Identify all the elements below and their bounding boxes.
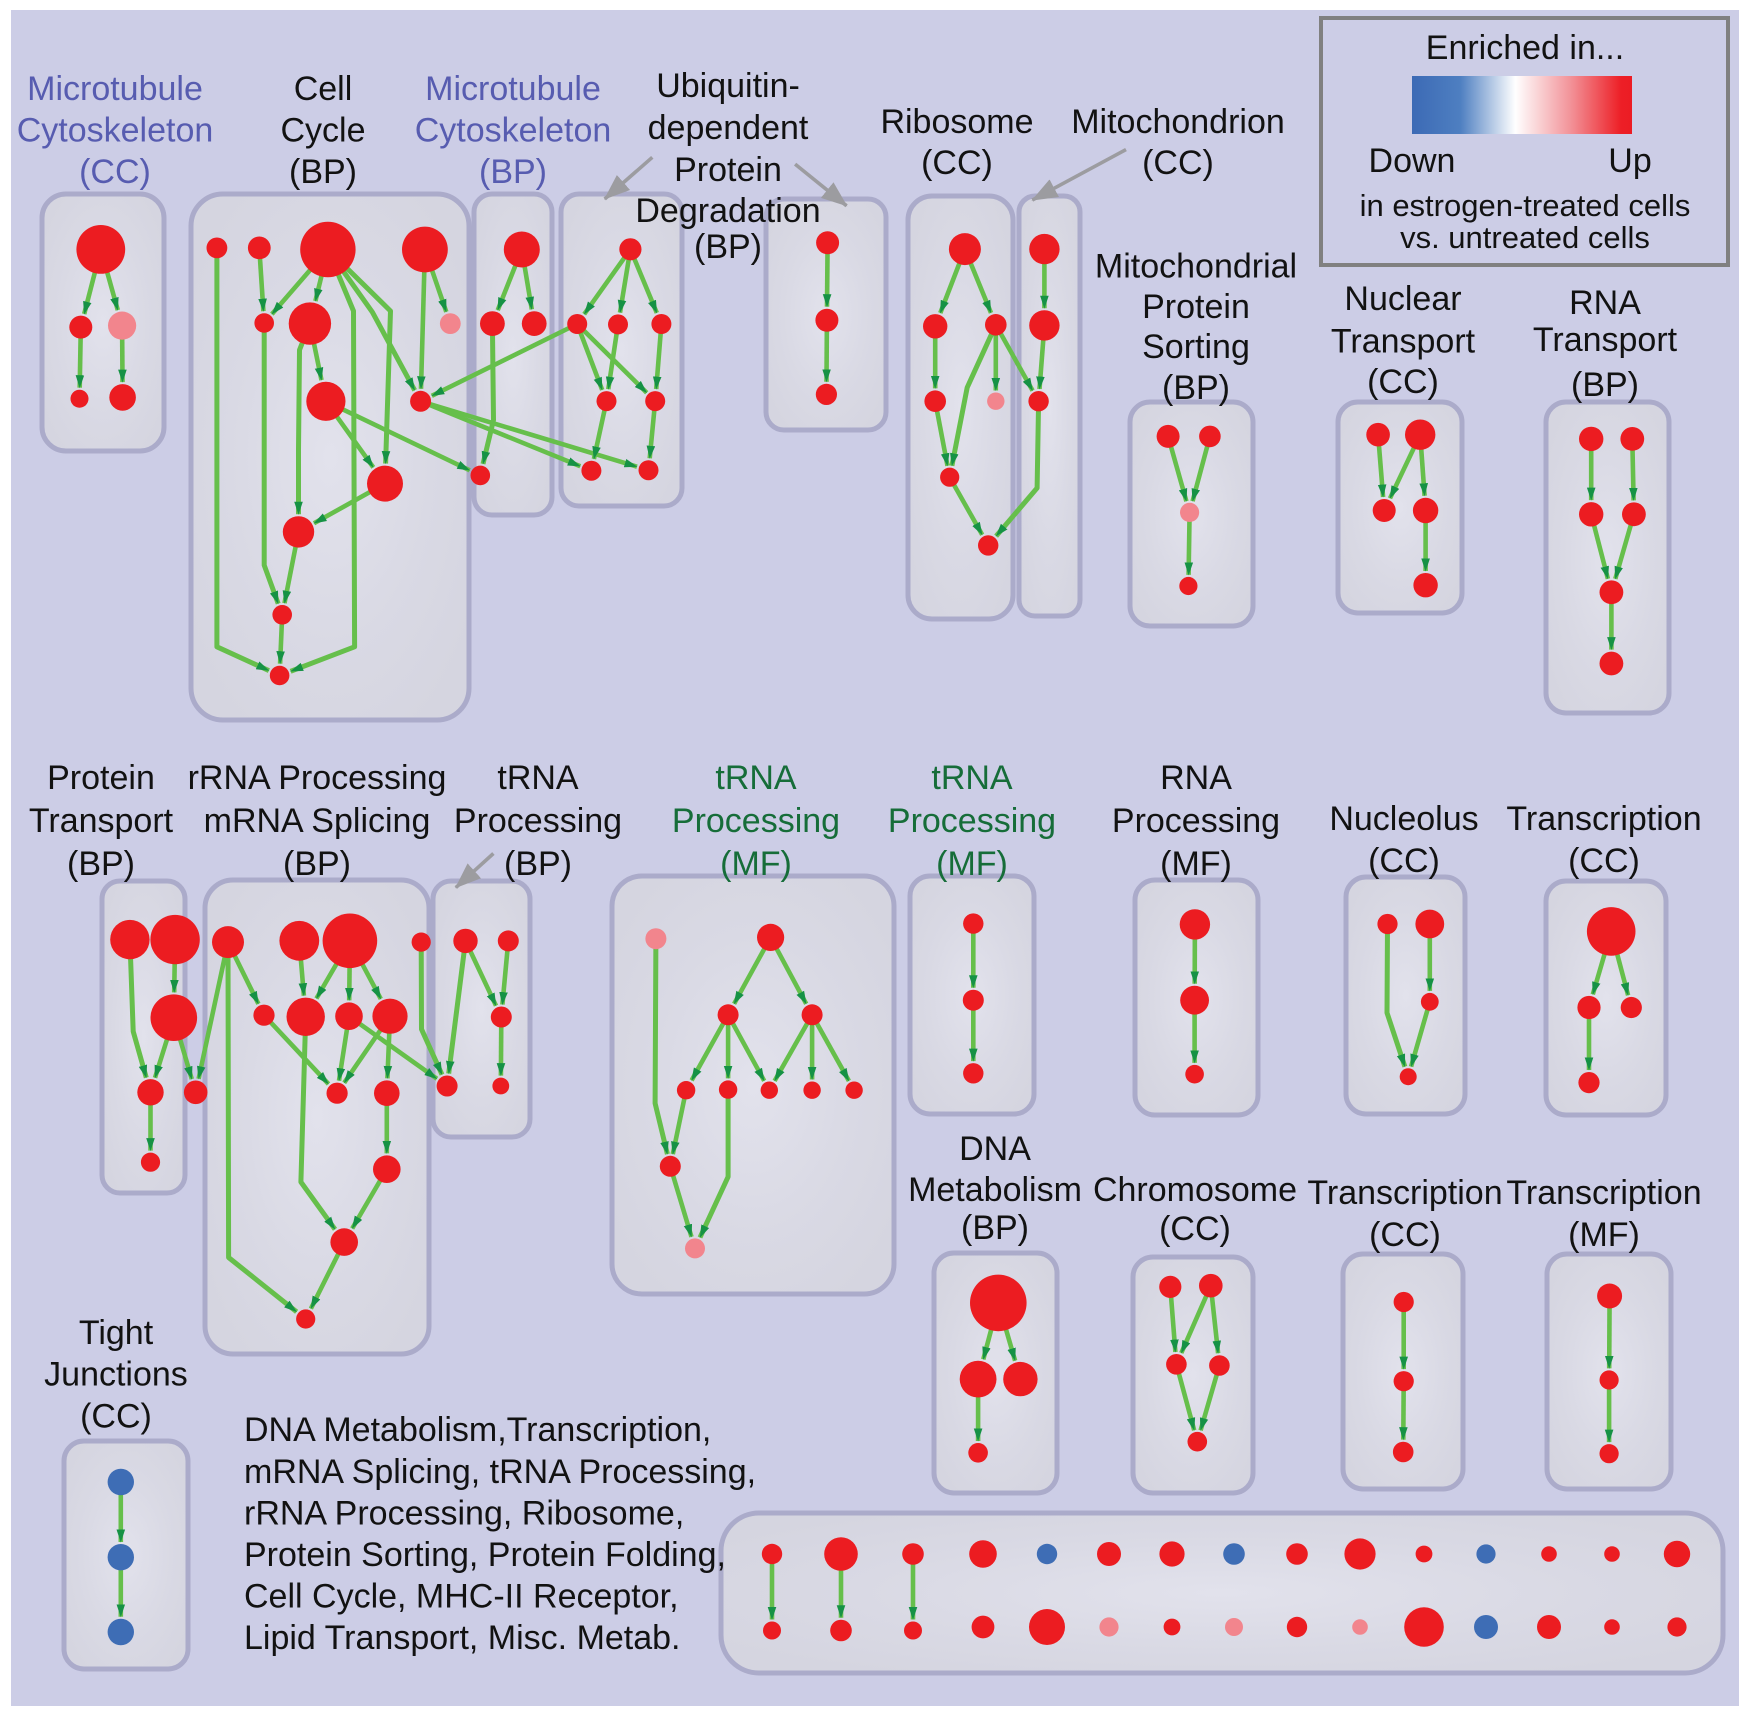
svg-text:Metabolism: Metabolism [908, 1171, 1082, 1209]
svg-text:(CC): (CC) [1568, 842, 1640, 880]
svg-text:Processing: Processing [672, 802, 840, 840]
svg-text:Down: Down [1369, 142, 1456, 180]
svg-text:mRNA Splicing, tRNA Processing: mRNA Splicing, tRNA Processing, [244, 1453, 756, 1491]
svg-text:Enriched in...: Enriched in... [1426, 29, 1624, 67]
svg-text:(MF): (MF) [1160, 845, 1232, 883]
svg-text:mRNA Splicing: mRNA Splicing [204, 802, 431, 840]
svg-text:Cell Cycle, MHC-II Receptor,: Cell Cycle, MHC-II Receptor, [244, 1578, 679, 1616]
svg-text:(CC): (CC) [921, 144, 993, 182]
svg-text:(BP): (BP) [479, 153, 547, 191]
svg-text:tRNA: tRNA [715, 759, 797, 797]
svg-text:tRNA: tRNA [497, 759, 579, 797]
svg-text:DNA: DNA [959, 1130, 1031, 1168]
svg-text:Transcription: Transcription [1506, 1174, 1701, 1212]
svg-text:Degradation: Degradation [635, 192, 820, 230]
svg-text:(MF): (MF) [1568, 1216, 1640, 1254]
svg-text:(BP): (BP) [694, 228, 762, 266]
svg-text:Transcription: Transcription [1307, 1174, 1502, 1212]
svg-text:(BP): (BP) [67, 845, 135, 883]
svg-text:Up: Up [1608, 142, 1651, 180]
svg-text:Nucleolus: Nucleolus [1329, 800, 1478, 838]
svg-text:Transport: Transport [1533, 321, 1678, 359]
svg-text:vs. untreated cells: vs. untreated cells [1400, 220, 1650, 255]
svg-text:(BP): (BP) [961, 1209, 1029, 1247]
svg-text:Cell: Cell [294, 70, 353, 108]
svg-text:(CC): (CC) [1367, 363, 1439, 401]
svg-text:Protein Sorting, Protein Foldi: Protein Sorting, Protein Folding, [244, 1536, 726, 1574]
svg-text:(CC): (CC) [80, 1398, 152, 1436]
svg-text:Cytoskeleton: Cytoskeleton [17, 112, 214, 150]
svg-text:Mitochondrial: Mitochondrial [1095, 248, 1297, 286]
svg-text:(MF): (MF) [936, 845, 1008, 883]
svg-text:Sorting: Sorting [1142, 328, 1250, 366]
svg-text:Mitochondrion: Mitochondrion [1071, 103, 1285, 141]
svg-text:Transport: Transport [1331, 323, 1476, 361]
svg-text:(BP): (BP) [1162, 369, 1230, 407]
svg-text:Protein: Protein [674, 151, 782, 189]
svg-text:(CC): (CC) [1369, 1216, 1441, 1254]
svg-text:Cytoskeleton: Cytoskeleton [415, 112, 612, 150]
svg-text:(BP): (BP) [1571, 366, 1639, 404]
svg-text:(CC): (CC) [1142, 144, 1214, 182]
svg-text:(BP): (BP) [283, 845, 351, 883]
svg-text:Lipid Transport, Misc. Metab.: Lipid Transport, Misc. Metab. [244, 1619, 681, 1657]
svg-text:Transport: Transport [29, 802, 174, 840]
svg-text:Ubiquitin-: Ubiquitin- [656, 67, 800, 105]
svg-text:(MF): (MF) [720, 845, 792, 883]
svg-text:dependent: dependent [648, 109, 809, 147]
svg-text:Junctions: Junctions [44, 1356, 188, 1394]
svg-text:tRNA: tRNA [931, 759, 1013, 797]
svg-text:(CC): (CC) [1159, 1210, 1231, 1248]
svg-text:Processing: Processing [454, 802, 622, 840]
svg-text:Processing: Processing [888, 802, 1056, 840]
svg-text:rRNA Processing: rRNA Processing [188, 759, 447, 797]
svg-text:Tight: Tight [79, 1314, 154, 1352]
svg-text:Cycle: Cycle [280, 112, 365, 150]
svg-text:rRNA Processing, Ribosome,: rRNA Processing, Ribosome, [244, 1495, 684, 1533]
svg-text:(CC): (CC) [79, 153, 151, 191]
svg-text:(BP): (BP) [289, 153, 357, 191]
svg-text:Microtubule: Microtubule [27, 70, 203, 108]
svg-text:in estrogen-treated cells: in estrogen-treated cells [1360, 188, 1691, 223]
svg-text:Transcription: Transcription [1506, 800, 1701, 838]
svg-text:RNA: RNA [1160, 759, 1232, 797]
svg-text:Nuclear: Nuclear [1344, 280, 1461, 318]
svg-text:Microtubule: Microtubule [425, 70, 601, 108]
svg-text:Protein: Protein [47, 759, 155, 797]
svg-text:Ribosome: Ribosome [880, 103, 1033, 141]
svg-text:(CC): (CC) [1368, 842, 1440, 880]
svg-text:(BP): (BP) [504, 845, 572, 883]
svg-text:Chromosome: Chromosome [1093, 1171, 1297, 1209]
svg-text:Protein: Protein [1142, 288, 1250, 326]
svg-text:RNA: RNA [1569, 284, 1641, 322]
svg-text:Processing: Processing [1112, 802, 1280, 840]
svg-text:DNA Metabolism,Transcription,: DNA Metabolism,Transcription, [244, 1411, 711, 1449]
